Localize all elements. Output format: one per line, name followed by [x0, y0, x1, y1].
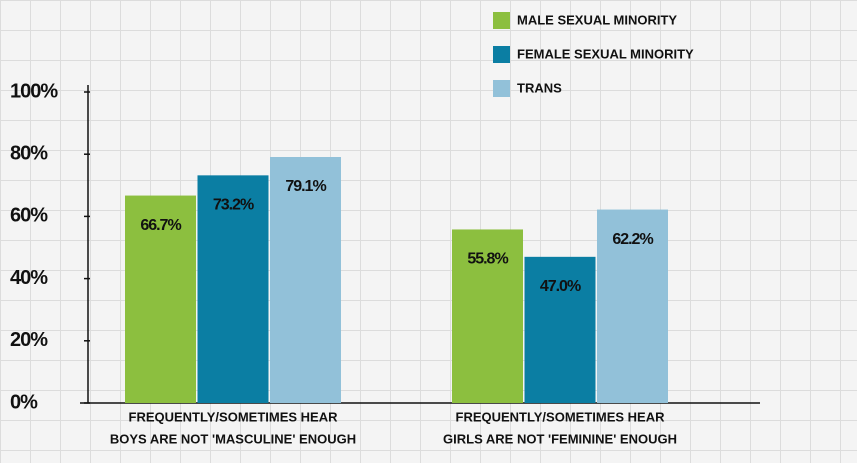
value-label: 55.8% — [467, 251, 508, 268]
legend-label: FEMALE SEXUAL MINORITY — [517, 46, 694, 61]
y-tick-label: 80% — [10, 142, 48, 164]
y-tick-label: 100% — [10, 80, 58, 102]
value-label: 66.7% — [140, 217, 181, 234]
y-tick-label: 60% — [10, 205, 48, 227]
y-tick-label: 20% — [10, 329, 48, 351]
x-tick-label: FREQUENTLY/SOMETIMES HEAR — [456, 409, 666, 424]
y-tick-label: 40% — [10, 267, 48, 289]
value-label: 73.2% — [213, 197, 254, 214]
legend-swatch — [493, 80, 510, 97]
x-tick-label: BOYS ARE NOT 'MASCULINE' ENOUGH — [110, 431, 356, 446]
bar — [125, 195, 196, 403]
value-label: 47.0% — [540, 278, 581, 295]
bar — [197, 175, 269, 403]
bar — [452, 229, 523, 403]
bar — [597, 209, 668, 403]
x-tick-label: FREQUENTLY/SOMETIMES HEAR — [129, 409, 339, 424]
value-label: 62.2% — [612, 231, 653, 248]
bar — [524, 256, 596, 403]
legend-swatch — [493, 46, 510, 63]
bar — [270, 156, 341, 403]
x-tick-label: GIRLS ARE NOT 'FEMININE' ENOUGH — [443, 431, 677, 446]
y-tick-label: 0% — [10, 391, 38, 413]
legend-label: MALE SEXUAL MINORITY — [517, 12, 677, 27]
value-label: 79.1% — [285, 178, 326, 195]
legend-label: TRANS — [517, 80, 562, 95]
legend-swatch — [493, 12, 510, 29]
